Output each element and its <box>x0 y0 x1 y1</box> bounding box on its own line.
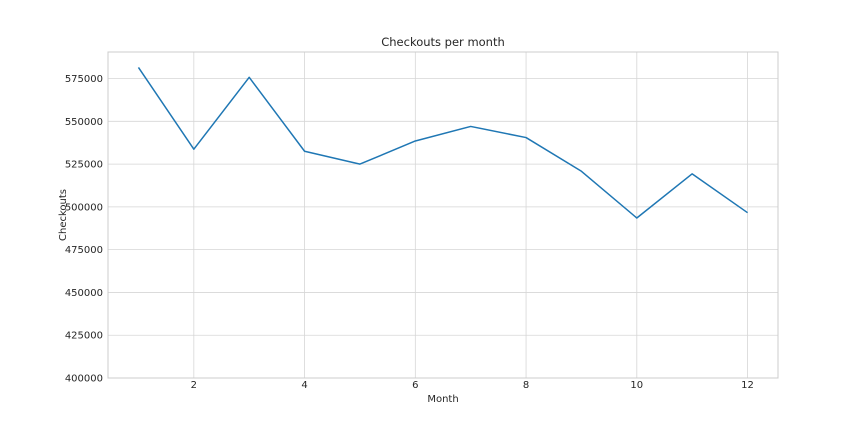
y-tick-label: 550000 <box>65 117 103 128</box>
x-tick-labels: 2 4 6 8 10 12 <box>191 380 754 391</box>
y-tick-labels: 400000 425000 450000 475000 500000 525000 5500… <box>65 74 103 384</box>
horizontal-gridlines <box>108 78 778 379</box>
y-tick-label: 450000 <box>65 288 103 299</box>
series-layer <box>137 66 748 219</box>
y-tick-label: 525000 <box>65 160 103 171</box>
x-tick-label: 12 <box>741 380 754 391</box>
x-tick-label: 8 <box>523 380 529 391</box>
y-tick-label: 575000 <box>65 74 103 85</box>
x-tick-label: 10 <box>630 380 643 391</box>
series-line <box>137 66 748 219</box>
vertical-gridlines <box>193 52 748 378</box>
x-tick-label: 2 <box>191 380 197 391</box>
y-tick-label: 400000 <box>65 374 103 385</box>
plot-frame <box>107 51 779 379</box>
y-tick-label: 500000 <box>65 202 103 213</box>
y-tick-label: 475000 <box>65 245 103 256</box>
y-tick-label: 425000 <box>65 331 103 342</box>
x-tick-label: 6 <box>412 380 418 391</box>
x-axis-label: Month <box>427 394 458 405</box>
y-axis-label: Checkouts <box>58 189 69 241</box>
chart-title: Checkouts per month <box>381 35 505 49</box>
x-tick-label: 4 <box>301 380 307 391</box>
